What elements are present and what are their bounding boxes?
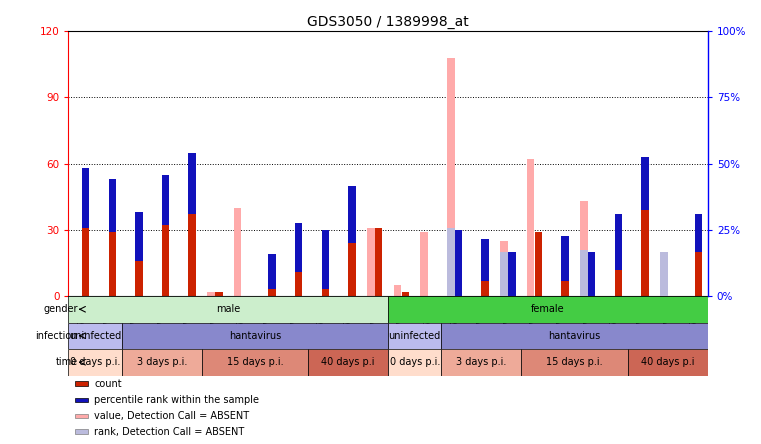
Bar — [75, 429, 88, 434]
Text: value, Detection Call = ABSENT: value, Detection Call = ABSENT — [94, 411, 249, 421]
Bar — [234, 208, 241, 296]
Bar — [508, 252, 515, 296]
Bar — [162, 174, 169, 296]
Bar — [447, 228, 454, 296]
Bar — [68, 322, 122, 349]
Bar — [588, 252, 595, 296]
Text: time: time — [56, 357, 78, 367]
Bar — [322, 230, 329, 296]
Bar — [295, 223, 302, 272]
Bar — [615, 214, 622, 296]
Bar — [322, 230, 329, 289]
Text: hantavirus: hantavirus — [229, 331, 281, 341]
Bar — [402, 292, 409, 296]
Bar — [661, 252, 667, 296]
Text: 15 days p.i.: 15 days p.i. — [227, 357, 283, 367]
Bar — [501, 241, 508, 296]
Bar — [527, 159, 534, 296]
Text: 3 days p.i.: 3 days p.i. — [136, 357, 187, 367]
Bar — [482, 238, 489, 281]
Bar — [68, 349, 122, 376]
Bar — [615, 214, 622, 270]
Text: 0 days p.i.: 0 days p.i. — [70, 357, 120, 367]
Text: 40 days p.i: 40 days p.i — [321, 357, 375, 367]
Text: hantavirus: hantavirus — [549, 331, 600, 341]
Bar — [349, 186, 355, 243]
Bar — [122, 322, 388, 349]
Bar — [189, 152, 196, 214]
Bar — [269, 254, 275, 289]
Bar — [368, 228, 374, 296]
Bar — [482, 238, 489, 296]
Bar — [562, 236, 568, 296]
Bar — [388, 296, 708, 322]
Bar — [421, 232, 428, 296]
Text: rank, Detection Call = ABSENT: rank, Detection Call = ABSENT — [94, 427, 244, 436]
Text: 3 days p.i.: 3 days p.i. — [456, 357, 507, 367]
Text: uninfected: uninfected — [389, 331, 441, 341]
Bar — [455, 230, 462, 296]
Bar — [269, 254, 275, 296]
Bar — [82, 168, 89, 228]
Text: infection: infection — [35, 331, 78, 341]
Bar — [122, 349, 202, 376]
Text: male: male — [216, 304, 240, 314]
Bar — [295, 223, 302, 296]
Bar — [394, 285, 401, 296]
Bar — [501, 252, 508, 296]
Text: 15 days p.i.: 15 days p.i. — [546, 357, 603, 367]
Text: 40 days p.i: 40 days p.i — [641, 357, 695, 367]
Bar — [388, 349, 441, 376]
Bar — [109, 179, 116, 296]
Text: count: count — [94, 379, 122, 389]
Bar — [68, 296, 388, 322]
Bar — [349, 186, 355, 296]
Bar — [695, 214, 702, 252]
Bar — [441, 322, 708, 349]
Text: percentile rank within the sample: percentile rank within the sample — [94, 395, 259, 405]
Bar — [441, 349, 521, 376]
Bar — [581, 201, 587, 296]
Bar — [562, 236, 568, 281]
Bar — [75, 397, 88, 402]
Bar — [208, 292, 215, 296]
Bar — [202, 349, 308, 376]
Bar — [447, 58, 454, 296]
Text: 0 days p.i.: 0 days p.i. — [390, 357, 440, 367]
Text: uninfected: uninfected — [69, 331, 121, 341]
Bar — [388, 322, 441, 349]
Bar — [628, 349, 708, 376]
Bar — [581, 250, 587, 296]
Bar — [521, 349, 628, 376]
Bar — [661, 256, 667, 296]
Bar — [135, 212, 142, 296]
Bar — [75, 414, 88, 418]
Bar — [642, 157, 648, 210]
Bar — [535, 232, 542, 296]
Bar — [82, 168, 89, 296]
Title: GDS3050 / 1389998_at: GDS3050 / 1389998_at — [307, 15, 469, 29]
Bar — [695, 214, 702, 296]
Bar — [375, 228, 382, 296]
Bar — [109, 179, 116, 232]
Bar — [75, 381, 88, 386]
Bar — [135, 212, 142, 261]
Bar — [215, 292, 222, 296]
Bar — [162, 174, 169, 226]
Text: gender: gender — [43, 304, 78, 314]
Bar — [642, 157, 648, 296]
Text: female: female — [531, 304, 565, 314]
Bar — [189, 152, 196, 296]
Bar — [308, 349, 388, 376]
